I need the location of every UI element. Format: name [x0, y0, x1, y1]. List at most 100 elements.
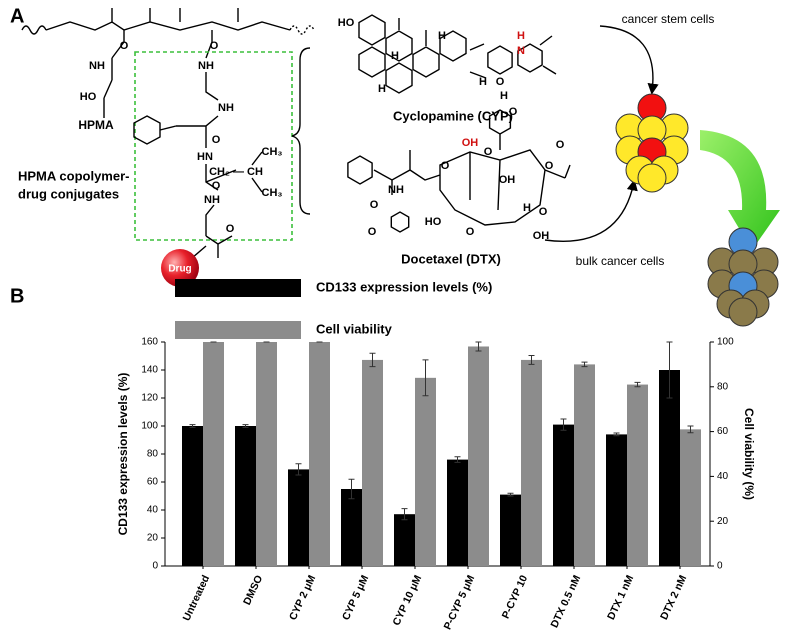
y2-axis-title: Cell viability (%) [742, 408, 756, 500]
y2-tick-label: 0 [717, 561, 723, 572]
y-tick-label: 40 [147, 505, 159, 516]
atom-label: H [378, 83, 386, 95]
legend-swatch [175, 279, 301, 297]
drug-sphere [161, 249, 199, 287]
peptide-linker-box [134, 51, 293, 241]
bar [394, 514, 415, 566]
dtx-label: Docetaxel (DTX) [401, 251, 501, 266]
y-axis-title: CD133 expression levels (%) [116, 373, 130, 536]
ring [347, 155, 373, 185]
error-bar [507, 492, 514, 497]
cell [728, 297, 758, 327]
error-bar [613, 432, 620, 437]
atom-label: CH₃ [262, 187, 283, 199]
panel-label: B [10, 285, 24, 307]
atom-label: OH [462, 137, 479, 149]
y2-tick-label: 80 [717, 381, 729, 392]
bar [680, 429, 701, 566]
bar [415, 377, 436, 566]
atom-label: O [212, 180, 221, 192]
legend-label: CD133 expression levels (%) [316, 279, 492, 294]
bar [606, 434, 627, 566]
bar [288, 469, 309, 566]
ring-structures [347, 14, 571, 233]
atom-label: HN [197, 151, 213, 163]
error-bar [369, 352, 376, 368]
atom-label: H [391, 50, 399, 62]
brace [291, 47, 311, 215]
x-tick-label: P-CYP 10 [500, 573, 531, 620]
ring [390, 211, 410, 233]
ring [439, 30, 467, 62]
cell-clusters [615, 93, 779, 327]
error-bar [560, 418, 567, 431]
x-tick-label: DTX 1 nM [605, 573, 636, 622]
atom-label: H [517, 30, 525, 42]
error-bar [475, 341, 482, 352]
legend-label: Cell viability [316, 321, 393, 336]
bar [500, 494, 521, 566]
cell [637, 163, 667, 193]
atom-label: NH [204, 194, 220, 206]
bar [659, 370, 680, 566]
cyp-label: Cyclopamine (CYP) [393, 108, 513, 123]
bar [182, 426, 203, 566]
ring [358, 46, 386, 78]
bar [235, 426, 256, 566]
y-tick-label: 80 [147, 449, 159, 460]
error-bar [422, 359, 429, 397]
arrow [599, 25, 659, 95]
atom-label: NH [89, 60, 105, 72]
atom-label: HO [425, 216, 442, 228]
bond [398, 18, 557, 79]
x-tick-label: CYP 10 μM [391, 573, 425, 627]
conjugate-label: HPMA copolymer- [18, 168, 129, 183]
error-bar [454, 456, 461, 463]
y2-tick-label: 40 [717, 471, 729, 482]
bar [468, 346, 489, 566]
bar [574, 364, 595, 566]
panel-label: A [10, 5, 24, 27]
atom-label: HO [80, 91, 97, 103]
legend-swatch [175, 321, 301, 339]
atom-label: NH [218, 102, 234, 114]
ring [385, 62, 413, 94]
atom-label: O [545, 160, 554, 172]
x-tick-label: CYP 5 μM [340, 573, 371, 622]
bond [373, 134, 571, 226]
atom-label: O [226, 223, 235, 235]
error-bar [666, 341, 673, 399]
ring [412, 46, 440, 78]
x-tick-label: DTX 0.5 nM [548, 573, 583, 630]
atom-label: O [509, 106, 518, 118]
y-tick-label: 0 [152, 561, 158, 572]
atom-label: H [479, 76, 487, 88]
stem-label: cancer stem cells [622, 12, 715, 26]
y2-tick-label: 100 [717, 337, 734, 348]
error-bar [634, 381, 641, 388]
bar [203, 342, 224, 566]
atom-label: O [210, 40, 219, 52]
error-bar [528, 354, 535, 365]
atom-label: O [120, 40, 129, 52]
x-tick-label: P-CYP 5 μM [442, 573, 478, 632]
atom-label: H [500, 90, 508, 102]
bar [309, 342, 330, 566]
y-tick-label: 160 [141, 337, 158, 348]
atom-label: HO [338, 17, 355, 29]
y2-tick-label: 20 [717, 516, 729, 527]
error-bar [242, 424, 249, 428]
bulk-label: bulk cancer cells [576, 254, 665, 268]
ring [517, 43, 543, 73]
bar [447, 459, 468, 566]
bar [553, 424, 574, 566]
y-tick-label: 120 [141, 393, 158, 404]
atom-label: CH₃ [262, 146, 283, 158]
y-tick-label: 20 [147, 533, 159, 544]
error-bar [348, 478, 355, 500]
atom-label: NH [198, 60, 214, 72]
atom-label: O [556, 139, 565, 151]
chart: 0 20 40 60 80 100 120 140 160 0 20 40 60 80 100 CD133 e… [116, 279, 756, 632]
atom-label: OH [499, 174, 516, 186]
